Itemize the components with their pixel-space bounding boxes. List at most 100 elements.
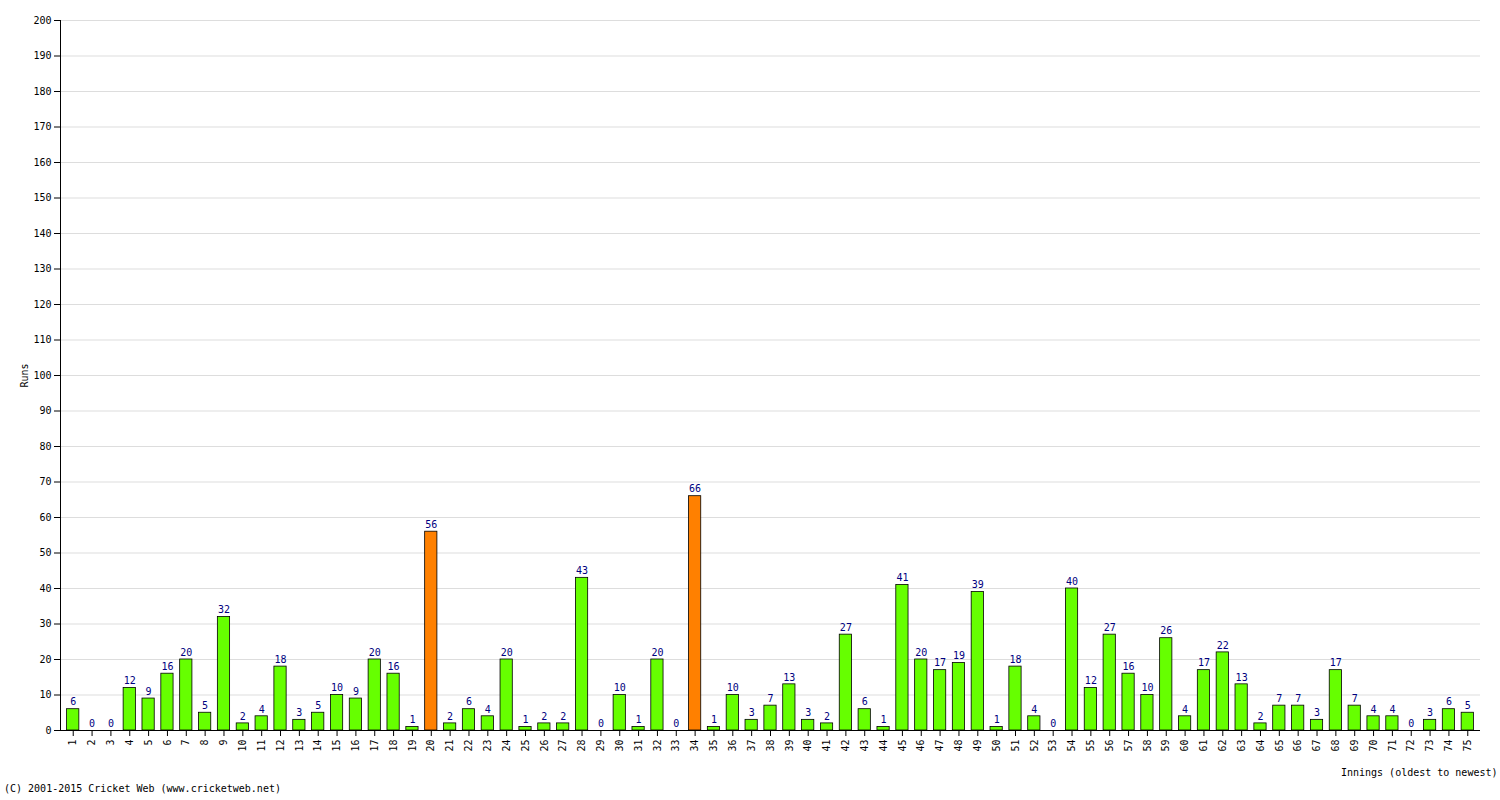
svg-text:61: 61 [1198, 740, 1209, 752]
svg-text:170: 170 [33, 121, 51, 132]
svg-text:0: 0 [1408, 718, 1414, 729]
svg-text:20: 20 [39, 654, 51, 665]
svg-text:22: 22 [1217, 640, 1229, 651]
svg-text:4: 4 [485, 704, 491, 715]
svg-text:44: 44 [878, 740, 889, 752]
svg-text:7: 7 [180, 740, 191, 746]
svg-text:17: 17 [1330, 657, 1342, 668]
svg-text:7: 7 [767, 693, 773, 704]
svg-text:2: 2 [86, 740, 97, 746]
svg-text:3: 3 [1314, 707, 1320, 718]
svg-text:27: 27 [557, 740, 568, 752]
svg-text:70: 70 [1368, 740, 1379, 752]
svg-text:74: 74 [1443, 740, 1454, 752]
svg-text:0: 0 [673, 718, 679, 729]
svg-text:4: 4 [124, 740, 135, 746]
svg-text:0: 0 [89, 718, 95, 729]
svg-text:72: 72 [1405, 740, 1416, 752]
svg-text:130: 130 [33, 263, 51, 274]
svg-text:6: 6 [862, 696, 868, 707]
svg-text:0: 0 [108, 718, 114, 729]
svg-text:17: 17 [934, 657, 946, 668]
svg-text:3: 3 [105, 740, 116, 746]
svg-text:25: 25 [520, 740, 531, 752]
svg-text:41: 41 [821, 740, 832, 752]
svg-text:20: 20 [425, 740, 436, 752]
svg-text:40: 40 [1066, 576, 1078, 587]
svg-text:37: 37 [746, 740, 757, 752]
svg-text:32: 32 [218, 604, 230, 615]
svg-text:16: 16 [161, 661, 173, 672]
svg-text:2: 2 [240, 711, 246, 722]
svg-text:64: 64 [1255, 740, 1266, 752]
svg-text:19: 19 [407, 740, 418, 752]
svg-text:7: 7 [1276, 693, 1282, 704]
svg-text:140: 140 [33, 228, 51, 239]
svg-text:13: 13 [783, 672, 795, 683]
svg-text:6: 6 [1446, 696, 1452, 707]
svg-text:1: 1 [522, 714, 528, 725]
svg-text:51: 51 [1010, 740, 1021, 752]
svg-text:52: 52 [1029, 740, 1040, 752]
svg-text:Runs: Runs [19, 363, 30, 387]
svg-text:16: 16 [1123, 661, 1135, 672]
svg-text:3: 3 [1427, 707, 1433, 718]
svg-text:1: 1 [636, 714, 642, 725]
svg-text:4: 4 [1371, 704, 1377, 715]
svg-text:200: 200 [33, 15, 51, 26]
svg-text:10: 10 [39, 689, 51, 700]
svg-text:48: 48 [953, 740, 964, 752]
svg-text:6: 6 [162, 740, 173, 746]
svg-text:1: 1 [711, 714, 717, 725]
svg-text:9: 9 [146, 686, 152, 697]
svg-text:41: 41 [896, 572, 908, 583]
svg-text:0: 0 [598, 718, 604, 729]
svg-text:69: 69 [1349, 740, 1360, 752]
svg-text:42: 42 [840, 740, 851, 752]
svg-text:20: 20 [651, 647, 663, 658]
svg-text:15: 15 [331, 740, 342, 752]
svg-text:43: 43 [576, 565, 588, 576]
svg-text:71: 71 [1387, 740, 1398, 752]
svg-text:3: 3 [805, 707, 811, 718]
svg-text:17: 17 [1198, 657, 1210, 668]
svg-text:2: 2 [824, 711, 830, 722]
svg-text:5: 5 [1465, 700, 1471, 711]
svg-text:18: 18 [1009, 654, 1021, 665]
svg-text:60: 60 [1179, 740, 1190, 752]
svg-text:22: 22 [463, 740, 474, 752]
svg-text:29: 29 [595, 740, 606, 752]
svg-text:46: 46 [915, 740, 926, 752]
svg-text:54: 54 [1066, 740, 1077, 752]
svg-text:150: 150 [33, 192, 51, 203]
svg-text:40: 40 [802, 740, 813, 752]
svg-text:6: 6 [70, 696, 76, 707]
svg-text:67: 67 [1311, 740, 1322, 752]
svg-text:20: 20 [501, 647, 513, 658]
svg-text:66: 66 [1292, 740, 1303, 752]
svg-text:4: 4 [259, 704, 265, 715]
svg-text:28: 28 [576, 740, 587, 752]
svg-text:57: 57 [1123, 740, 1134, 752]
svg-text:4: 4 [1182, 704, 1188, 715]
svg-text:47: 47 [934, 740, 945, 752]
svg-text:14: 14 [312, 740, 323, 752]
svg-text:4: 4 [1389, 704, 1395, 715]
svg-text:19: 19 [953, 650, 965, 661]
svg-text:55: 55 [1085, 740, 1096, 752]
svg-text:100: 100 [33, 370, 51, 381]
svg-text:1: 1 [994, 714, 1000, 725]
svg-text:27: 27 [840, 622, 852, 633]
svg-text:63: 63 [1236, 740, 1247, 752]
svg-text:5: 5 [202, 700, 208, 711]
svg-text:2: 2 [447, 711, 453, 722]
svg-text:190: 190 [33, 50, 51, 61]
svg-text:59: 59 [1160, 740, 1171, 752]
svg-text:7: 7 [1352, 693, 1358, 704]
svg-text:50: 50 [39, 547, 51, 558]
svg-text:120: 120 [33, 299, 51, 310]
svg-text:110: 110 [33, 334, 51, 345]
svg-text:20: 20 [915, 647, 927, 658]
svg-text:18: 18 [274, 654, 286, 665]
svg-text:43: 43 [859, 740, 870, 752]
